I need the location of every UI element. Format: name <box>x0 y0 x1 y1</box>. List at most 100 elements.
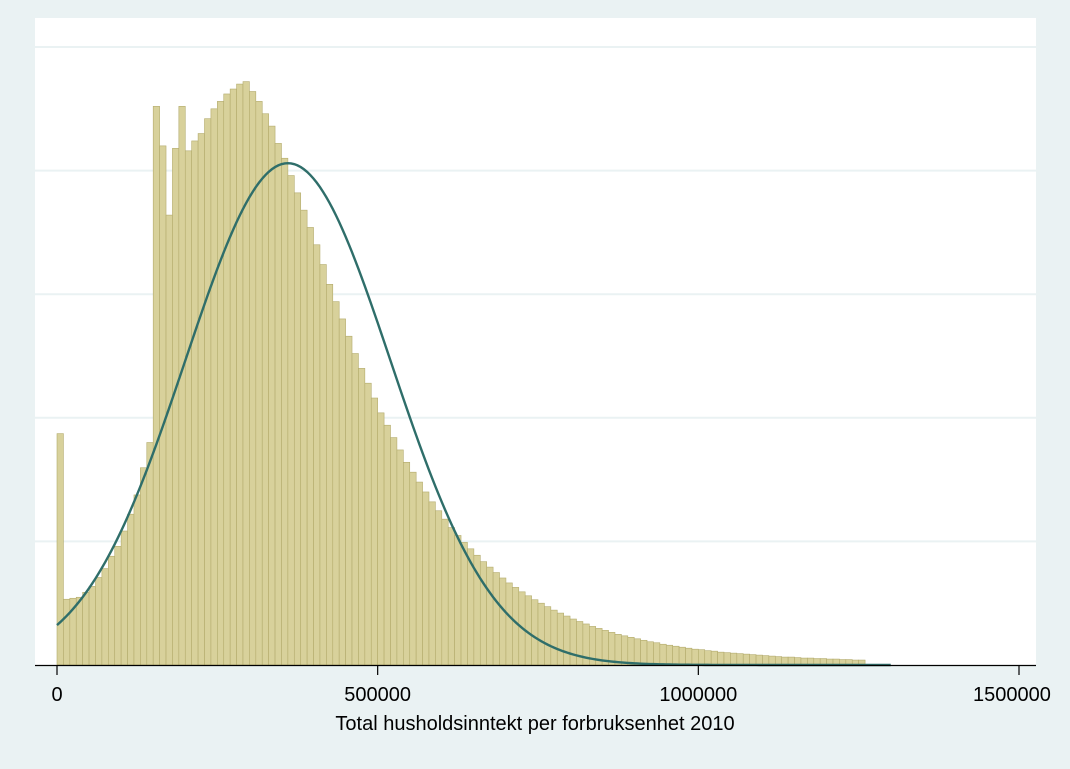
histogram-bar <box>88 586 96 666</box>
histogram-bar <box>146 442 154 666</box>
histogram-bar <box>345 335 353 666</box>
histogram-bar <box>454 535 462 666</box>
histogram-bar <box>422 491 430 666</box>
histogram-bar <box>197 133 205 666</box>
histogram-bar <box>377 412 385 666</box>
histogram-bar <box>127 513 135 666</box>
histogram-bar <box>281 157 289 666</box>
histogram-bar <box>108 555 116 666</box>
histogram-bar <box>210 108 218 666</box>
histogram-bar <box>313 244 321 666</box>
histogram-bar <box>672 645 680 666</box>
histogram-bar <box>544 606 552 666</box>
histogram-bar <box>646 641 654 666</box>
histogram-bar <box>499 577 507 666</box>
histogram-bar <box>358 368 366 666</box>
histogram-bar <box>409 471 417 666</box>
histogram-bar <box>505 582 513 666</box>
histogram-bar <box>223 93 231 666</box>
histogram-bar <box>730 652 738 666</box>
histogram-bar <box>678 646 686 666</box>
histogram-bar <box>396 449 404 666</box>
histogram-bar <box>383 424 391 666</box>
histogram-bar <box>204 118 212 666</box>
histogram-bar <box>274 143 282 666</box>
histogram-bar <box>287 175 295 666</box>
x-axis-ticks: 0 500000 1000000 1500000 <box>51 665 1051 706</box>
histogram-bar <box>261 113 269 666</box>
histogram-bar <box>319 264 327 666</box>
histogram-bar <box>698 649 706 666</box>
histogram-bar <box>486 566 494 666</box>
histogram-bar <box>351 353 359 666</box>
histogram-bar <box>120 530 128 666</box>
histogram-bar <box>403 461 411 666</box>
histogram-bar <box>774 656 783 666</box>
histogram-bar <box>723 652 731 666</box>
x-tick-label: 1500000 <box>973 684 1051 706</box>
histogram-bar <box>370 397 378 666</box>
histogram-bar <box>293 192 302 666</box>
x-tick-label: 0 <box>51 684 62 706</box>
histogram-bar <box>236 83 244 666</box>
histogram-bar <box>569 618 577 666</box>
histogram-bar <box>659 643 667 666</box>
histogram-bar <box>621 635 629 666</box>
histogram-bar <box>140 467 148 666</box>
histogram-bar <box>428 501 436 666</box>
histogram-bar <box>537 602 545 666</box>
x-axis-title: Total husholdsinntekt per forbruksenhet … <box>335 713 734 735</box>
histogram-bar <box>101 568 109 666</box>
histogram-bar <box>229 88 237 666</box>
histogram-bar <box>768 655 776 666</box>
histogram-bar <box>447 527 455 666</box>
histogram-bar <box>717 651 725 666</box>
histogram-bar <box>152 106 160 666</box>
histogram-bar <box>755 654 763 666</box>
histogram-bar <box>492 572 500 666</box>
histogram-bar <box>306 227 314 666</box>
histogram-bar <box>75 596 83 666</box>
histogram-bar <box>627 637 635 666</box>
histogram-bar <box>479 561 487 666</box>
histogram-bar <box>268 125 276 666</box>
histogram-bar <box>56 433 64 666</box>
histogram-bar <box>63 598 71 666</box>
histogram-bar <box>563 615 571 666</box>
histogram-bar <box>165 214 173 666</box>
histogram-bar <box>665 644 673 666</box>
histogram-bar <box>172 148 180 666</box>
histogram-bar <box>159 145 167 666</box>
histogram-bar <box>242 81 250 666</box>
histogram-bar <box>114 546 122 666</box>
histogram-bar <box>441 518 449 666</box>
histogram-bar <box>133 494 141 666</box>
histogram-bar <box>300 209 308 666</box>
x-tick-label: 500000 <box>344 684 411 706</box>
histogram-bar <box>217 101 225 666</box>
histogram-bar <box>691 648 699 666</box>
histogram-bar <box>576 621 584 666</box>
histogram-bar <box>249 91 257 666</box>
histogram-bar <box>550 609 558 666</box>
histogram-bar <box>184 150 192 666</box>
histogram-bar <box>460 542 468 666</box>
histogram-bar <box>710 650 718 666</box>
histogram-bar <box>95 577 103 666</box>
histogram-bar <box>640 639 648 666</box>
histogram-bar <box>364 382 372 666</box>
histogram-bar <box>332 301 340 666</box>
histogram-bar <box>736 653 744 666</box>
histogram-bar <box>435 510 443 666</box>
histogram-bar <box>178 106 186 666</box>
histogram-bar <box>614 634 622 666</box>
histogram-bar <box>685 647 693 666</box>
histogram-bar <box>326 284 334 666</box>
histogram-bar <box>531 599 539 666</box>
x-tick-label: 1000000 <box>659 684 737 706</box>
histogram-bar <box>749 654 757 666</box>
histogram-bar <box>82 592 90 666</box>
histogram-bar <box>762 655 770 666</box>
